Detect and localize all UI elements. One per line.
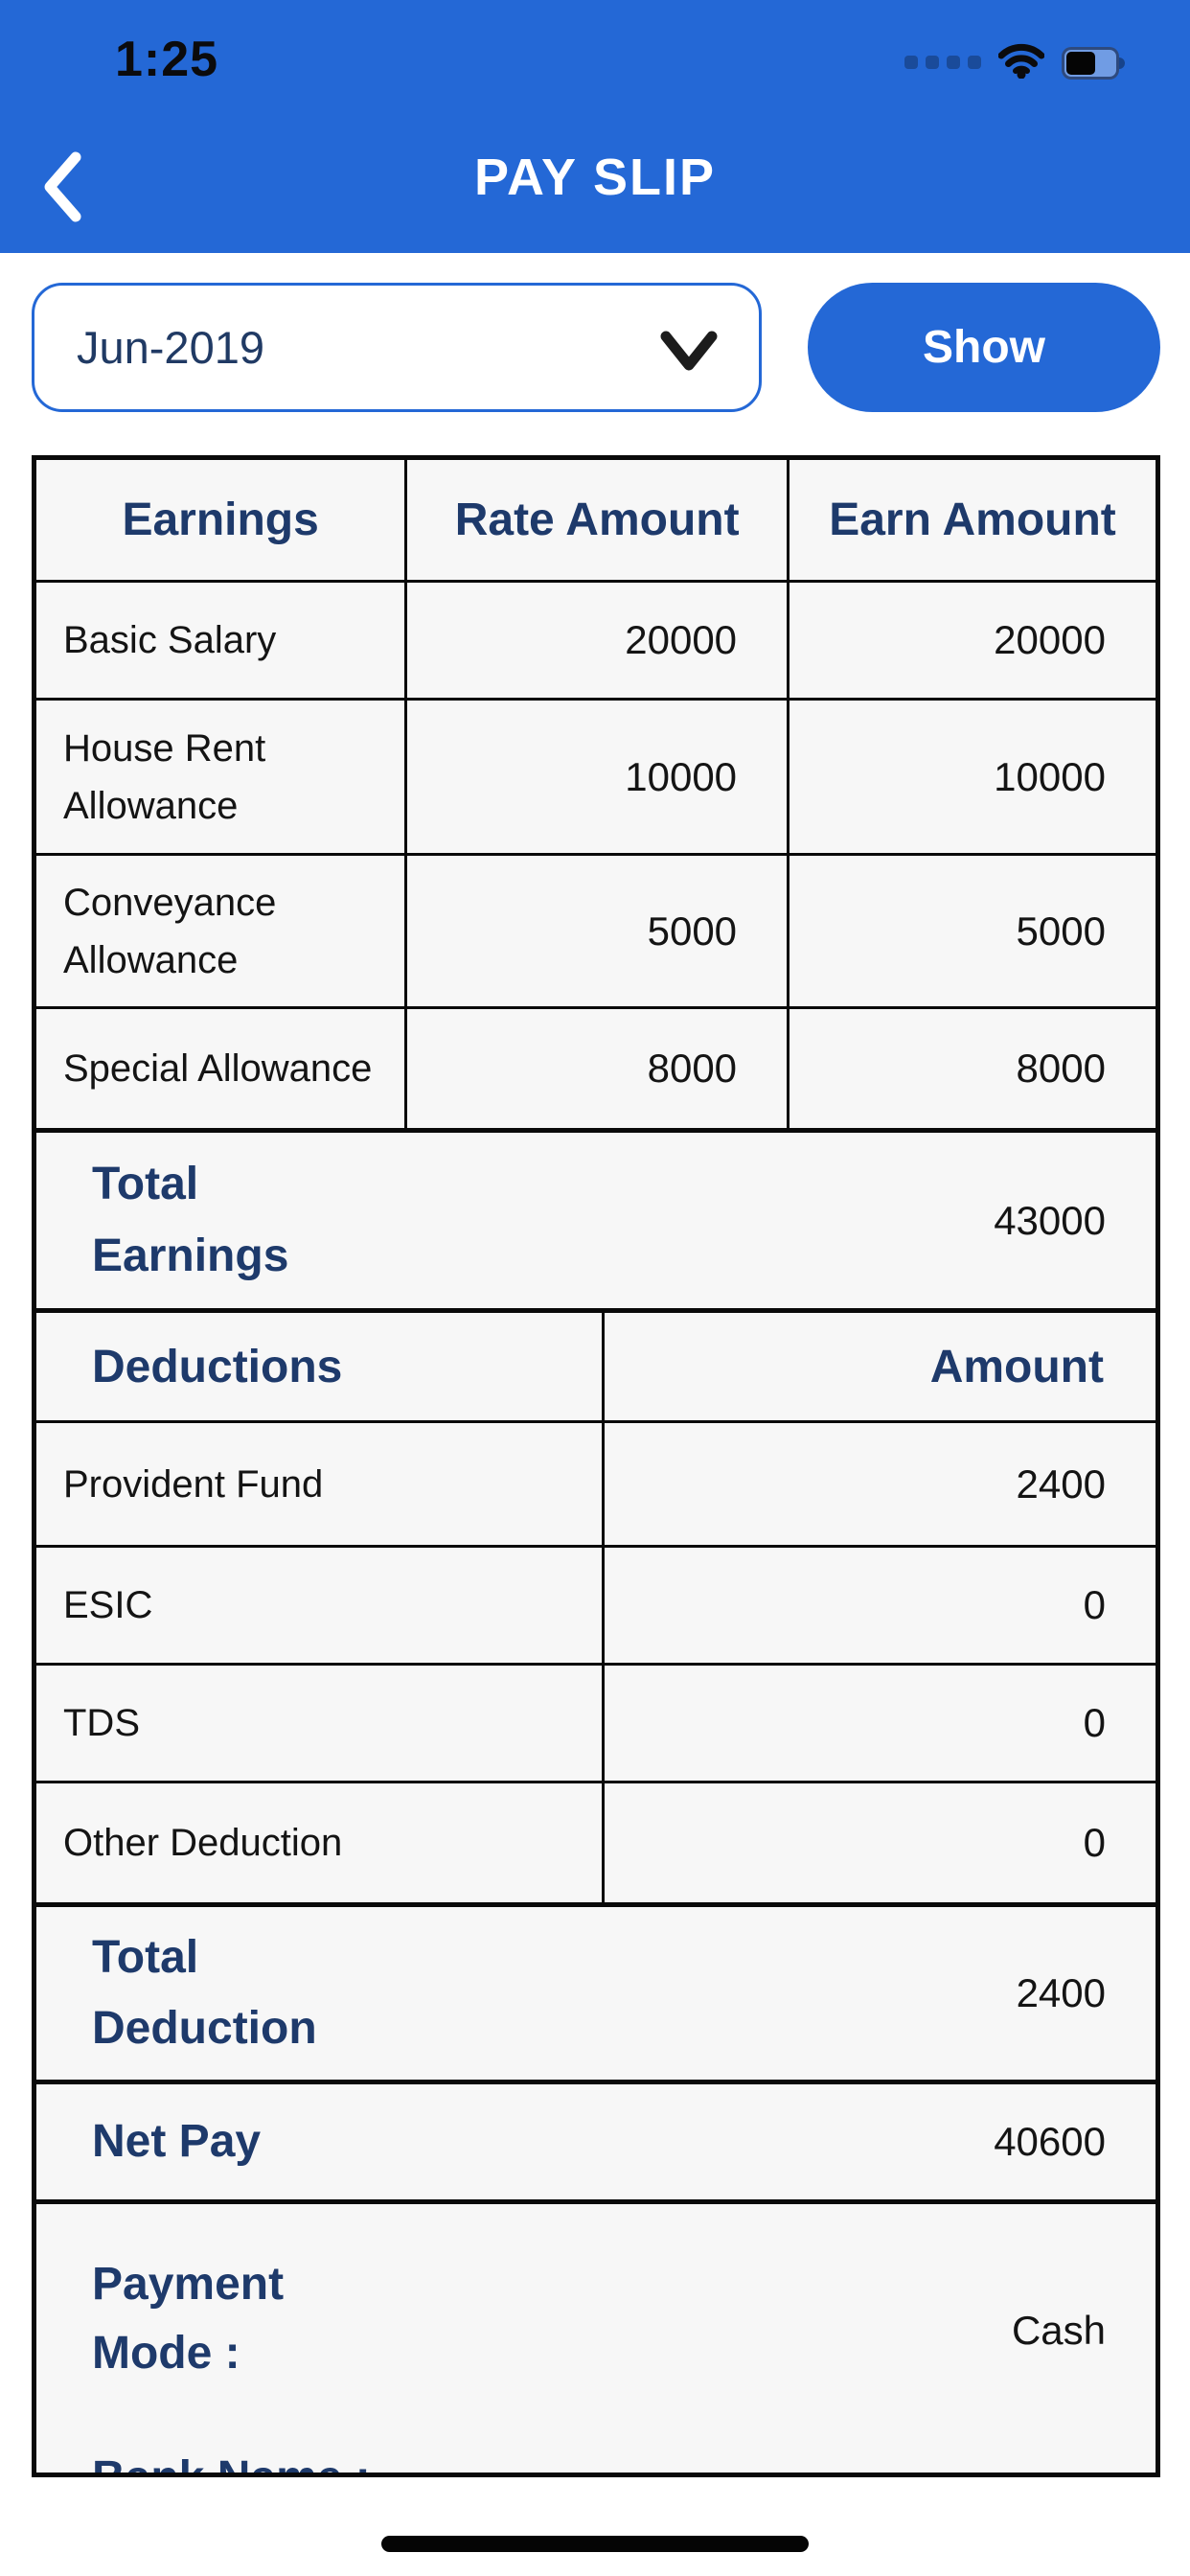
- wifi-icon: [997, 43, 1045, 83]
- column-header-earn-amount: Earn Amount: [829, 494, 1116, 545]
- nav-bar: PAY SLIP: [0, 134, 1190, 240]
- battery-icon: [1062, 47, 1125, 80]
- row-label: Provident Fund: [63, 1462, 324, 1506]
- earnings-header-row: Earnings Rate Amount Earn Amount: [36, 460, 1156, 580]
- table-row: Provident Fund 2400: [36, 1420, 1156, 1545]
- rate-amount-value: 5000: [647, 908, 738, 954]
- table-row: TDS 0: [36, 1663, 1156, 1781]
- rate-amount-value: 8000: [647, 1046, 738, 1091]
- payment-mode-value: Cash: [1011, 2308, 1106, 2353]
- column-header-earnings: Earnings: [122, 494, 319, 545]
- row-label: Special Allowance: [63, 1047, 373, 1090]
- row-label: ESIC: [63, 1584, 153, 1626]
- total-deduction-label: Total Deduction: [92, 1931, 317, 2054]
- deduction-amount-value: 2400: [1016, 1460, 1106, 1506]
- earn-amount-value: 8000: [1016, 1046, 1106, 1091]
- row-label: House Rent Allowance: [63, 726, 266, 827]
- total-deduction-value: 2400: [1016, 1970, 1106, 2015]
- cellular-dots-icon: [904, 56, 981, 71]
- back-button[interactable]: [29, 140, 96, 236]
- chevron-left-icon: [40, 149, 84, 228]
- status-time: 1:25: [115, 32, 219, 87]
- row-label: Other Deduction: [63, 1822, 343, 1864]
- table-row: Conveyance Allowance 5000 5000: [36, 853, 1156, 1006]
- bank-name-label: Bank Name :: [92, 2444, 1156, 2472]
- table-row: Other Deduction 0: [36, 1781, 1156, 1902]
- column-header-rate-amount: Rate Amount: [454, 494, 740, 545]
- page-title: PAY SLIP: [473, 149, 717, 206]
- earn-amount-value: 10000: [994, 753, 1106, 799]
- row-label: TDS: [63, 1702, 140, 1744]
- deduction-amount-value: 0: [1083, 1582, 1106, 1627]
- deduction-amount-value: 0: [1083, 1820, 1106, 1865]
- deduction-amount-value: 0: [1083, 1700, 1106, 1745]
- total-earnings-value: 43000: [994, 1197, 1106, 1243]
- deductions-header-row: Deductions Amount: [36, 1308, 1156, 1420]
- payment-section: Payment Mode : Cash Bank Name :: [36, 2199, 1156, 2472]
- table-row: House Rent Allowance 10000 10000: [36, 698, 1156, 853]
- payment-mode-label: Payment Mode :: [92, 2259, 285, 2379]
- show-button[interactable]: Show: [808, 283, 1160, 412]
- payslip-table: Earnings Rate Amount Earn Amount Basic S…: [32, 455, 1160, 2477]
- row-label: Basic Salary: [63, 619, 277, 661]
- total-earnings-row: Total Earnings 43000: [36, 1128, 1156, 1308]
- table-row: Special Allowance 8000 8000: [36, 1006, 1156, 1128]
- table-row: ESIC 0: [36, 1545, 1156, 1663]
- status-icons: [904, 42, 1125, 84]
- column-header-deductions: Deductions: [92, 1341, 343, 1392]
- column-header-amount: Amount: [929, 1341, 1104, 1392]
- rate-amount-value: 20000: [625, 617, 738, 662]
- month-select-value: Jun-2019: [77, 322, 264, 373]
- controls-row: Jun-2019 Show: [32, 283, 1160, 412]
- row-label: Conveyance Allowance: [63, 881, 277, 981]
- earn-amount-value: 5000: [1016, 908, 1106, 954]
- chevron-down-icon: [659, 330, 719, 377]
- total-deduction-row: Total Deduction 2400: [36, 1902, 1156, 2080]
- table-row: Basic Salary 20000 20000: [36, 580, 1156, 698]
- total-earnings-label: Total Earnings: [92, 1159, 289, 1281]
- net-pay-label: Net Pay: [92, 2115, 262, 2167]
- net-pay-value: 40600: [994, 2119, 1106, 2164]
- app-header: 1:25: [0, 0, 1190, 253]
- net-pay-row: Net Pay 40600: [36, 2080, 1156, 2199]
- earn-amount-value: 20000: [994, 617, 1106, 662]
- rate-amount-value: 10000: [625, 753, 738, 799]
- month-select[interactable]: Jun-2019: [32, 283, 762, 412]
- home-indicator[interactable]: [381, 2536, 809, 2552]
